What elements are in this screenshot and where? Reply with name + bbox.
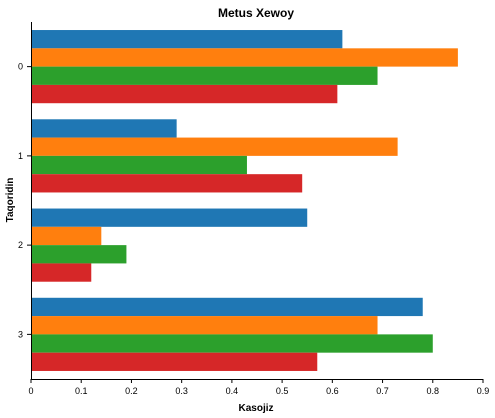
x-tick-label: 0.5 — [276, 386, 289, 396]
bar-cat0-series0 — [31, 30, 343, 49]
y-tick-label: 0 — [18, 62, 23, 72]
bar-cat0-series3 — [31, 84, 338, 104]
x-tick-label: 0.7 — [376, 386, 389, 396]
bars-group — [31, 30, 458, 371]
y-axis-ticks: 0 1 2 3 — [18, 62, 31, 339]
y-tick-label: 2 — [18, 240, 23, 250]
bar-cat2-series1 — [31, 226, 102, 246]
bar-cat2-series0 — [31, 208, 308, 227]
x-tick-label: 0 — [28, 386, 33, 396]
bar-cat2-series3 — [31, 263, 92, 282]
x-axis-label: Kasojiz — [238, 403, 273, 414]
bar-cat0-series1 — [31, 48, 458, 67]
x-tick-label: 0.4 — [226, 386, 239, 396]
bar-cat1-series3 — [31, 174, 303, 193]
x-tick-label: 0.1 — [75, 386, 88, 396]
x-tick-label: 0.2 — [125, 386, 138, 396]
bar-cat3-series3 — [31, 352, 318, 371]
x-tick-label: 0.8 — [427, 386, 440, 396]
x-axis-ticks: 0 0.1 0.2 0.3 0.4 0.5 0.6 0.7 0.8 0.9 — [28, 379, 489, 396]
y-tick-label: 3 — [18, 329, 23, 339]
bar-cat0-series2 — [31, 66, 378, 85]
bar-cat1-series1 — [31, 137, 398, 156]
x-tick-label: 0.6 — [326, 386, 339, 396]
bar-cat3-series2 — [31, 334, 433, 353]
bar-cat3-series0 — [31, 297, 423, 317]
bar-cat1-series0 — [31, 119, 177, 138]
bar-cat3-series1 — [31, 316, 378, 335]
bar-cat1-series2 — [31, 155, 247, 175]
bar-cat2-series2 — [31, 245, 127, 264]
chart-title: Metus Xewoy — [218, 6, 294, 20]
x-tick-label: 0.9 — [477, 386, 490, 396]
x-tick-label: 0.3 — [175, 386, 188, 396]
y-axis-label: Taqoridin — [5, 178, 16, 223]
y-tick-label: 1 — [18, 151, 23, 161]
